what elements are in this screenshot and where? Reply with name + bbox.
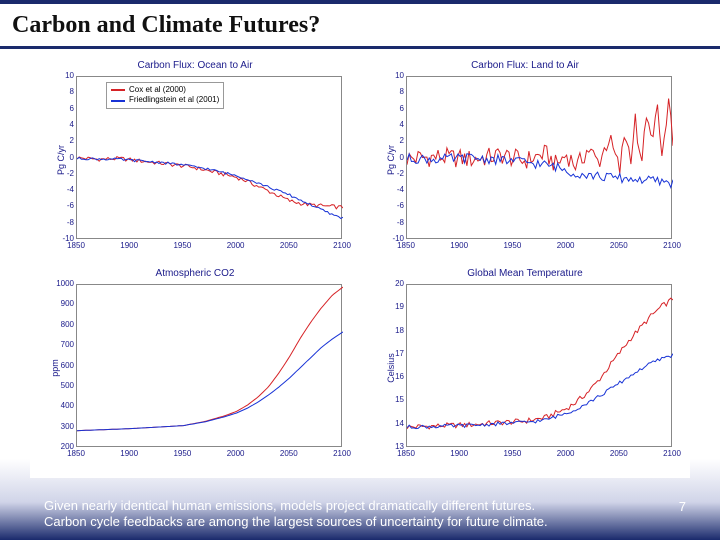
y-tick-label: 15 [380, 395, 404, 404]
series-blue [77, 157, 343, 218]
plot-box [76, 284, 342, 447]
plot-box [406, 284, 672, 447]
page-title: Carbon and Climate Futures? [12, 12, 320, 39]
y-tick-label: 14 [380, 419, 404, 428]
y-tick-label: 19 [380, 302, 404, 311]
panel-temp: Global Mean TemperatureCelsius1314151617… [370, 270, 680, 465]
legend-label: Cox et al (2000) [129, 85, 186, 95]
legend: Cox et al (2000)Friedlingstein et al (20… [106, 82, 224, 109]
footer-line-2: Carbon cycle feedbacks are among the lar… [44, 514, 548, 529]
series-red [407, 298, 673, 429]
x-tick-label: 1950 [500, 449, 524, 458]
title-divider [0, 46, 720, 49]
legend-swatch [111, 100, 125, 102]
x-tick-label: 1850 [394, 449, 418, 458]
x-tick-label: 2050 [607, 449, 631, 458]
y-tick-label: 600 [50, 361, 74, 370]
y-tick-label: 16 [380, 372, 404, 381]
x-tick-label: 2050 [607, 241, 631, 250]
x-tick-label: 2050 [277, 449, 301, 458]
y-tick-label: 4 [50, 120, 74, 129]
x-tick-label: 2000 [554, 449, 578, 458]
series-svg [407, 77, 673, 240]
y-tick-label: 17 [380, 349, 404, 358]
y-tick-label: 500 [50, 381, 74, 390]
panel-title: Global Mean Temperature [370, 268, 680, 279]
y-tick-label: 8 [50, 87, 74, 96]
panel-title: Carbon Flux: Ocean to Air [40, 60, 350, 71]
plot-box [406, 76, 672, 239]
series-blue [407, 154, 673, 188]
chart-area: Carbon Flux: Ocean to AirPg C/yr-10-8-6-… [30, 58, 690, 478]
legend-label: Friedlingstein et al (2001) [129, 95, 219, 105]
y-tick-label: 4 [380, 120, 404, 129]
panel-title: Carbon Flux: Land to Air [370, 60, 680, 71]
y-tick-label: -8 [380, 218, 404, 227]
x-tick-label: 1850 [394, 241, 418, 250]
x-tick-label: 2100 [330, 449, 354, 458]
y-tick-label: 10 [50, 71, 74, 80]
slide: Carbon and Climate Futures? Carbon Flux:… [0, 0, 720, 540]
panel-land_air: Carbon Flux: Land to AirPg C/yr-10-8-6-4… [370, 62, 680, 257]
series-red [407, 99, 673, 174]
x-tick-label: 2000 [224, 449, 248, 458]
y-tick-label: 0 [380, 153, 404, 162]
x-tick-label: 1900 [447, 449, 471, 458]
legend-swatch [111, 89, 125, 91]
y-tick-label: 8 [380, 87, 404, 96]
y-tick-label: -6 [380, 201, 404, 210]
y-tick-label: 2 [380, 136, 404, 145]
footer-caption: Given nearly identical human emissions, … [44, 498, 676, 531]
x-tick-label: 1900 [117, 449, 141, 458]
series-red [77, 157, 343, 209]
y-tick-label: 10 [380, 71, 404, 80]
series-svg [407, 285, 673, 448]
x-tick-label: 1900 [447, 241, 471, 250]
x-tick-label: 1950 [500, 241, 524, 250]
y-tick-label: 6 [380, 104, 404, 113]
series-blue [407, 354, 673, 429]
series-red [77, 287, 343, 431]
x-tick-label: 1850 [64, 449, 88, 458]
x-tick-label: 2050 [277, 241, 301, 250]
y-tick-label: -2 [50, 169, 74, 178]
y-tick-label: 700 [50, 340, 74, 349]
x-tick-label: 1950 [170, 241, 194, 250]
x-tick-label: 1950 [170, 449, 194, 458]
x-tick-label: 2100 [660, 449, 684, 458]
y-tick-label: 6 [50, 104, 74, 113]
y-tick-label: -8 [50, 218, 74, 227]
series-svg [77, 285, 343, 448]
y-tick-label: 400 [50, 401, 74, 410]
y-tick-label: -2 [380, 169, 404, 178]
top-divider [0, 0, 720, 4]
panel-co2: Atmospheric CO2ppm2003004005006007008009… [40, 270, 350, 465]
footer-line-1: Given nearly identical human emissions, … [44, 498, 535, 513]
x-tick-label: 1900 [117, 241, 141, 250]
page-number: 7 [679, 499, 686, 514]
y-tick-label: 0 [50, 153, 74, 162]
y-tick-label: 1000 [50, 279, 74, 288]
x-tick-label: 2100 [330, 241, 354, 250]
y-tick-label: 900 [50, 299, 74, 308]
y-tick-label: -4 [50, 185, 74, 194]
x-tick-label: 1850 [64, 241, 88, 250]
legend-item: Friedlingstein et al (2001) [111, 95, 219, 105]
x-tick-label: 2000 [224, 241, 248, 250]
x-tick-label: 2000 [554, 241, 578, 250]
y-tick-label: 300 [50, 422, 74, 431]
y-tick-label: -4 [380, 185, 404, 194]
y-tick-label: 2 [50, 136, 74, 145]
panel-title: Atmospheric CO2 [40, 268, 350, 279]
y-tick-label: -6 [50, 201, 74, 210]
legend-item: Cox et al (2000) [111, 85, 219, 95]
series-blue [77, 332, 343, 431]
y-tick-label: 18 [380, 326, 404, 335]
x-tick-label: 2100 [660, 241, 684, 250]
y-tick-label: 800 [50, 320, 74, 329]
y-tick-label: 20 [380, 279, 404, 288]
